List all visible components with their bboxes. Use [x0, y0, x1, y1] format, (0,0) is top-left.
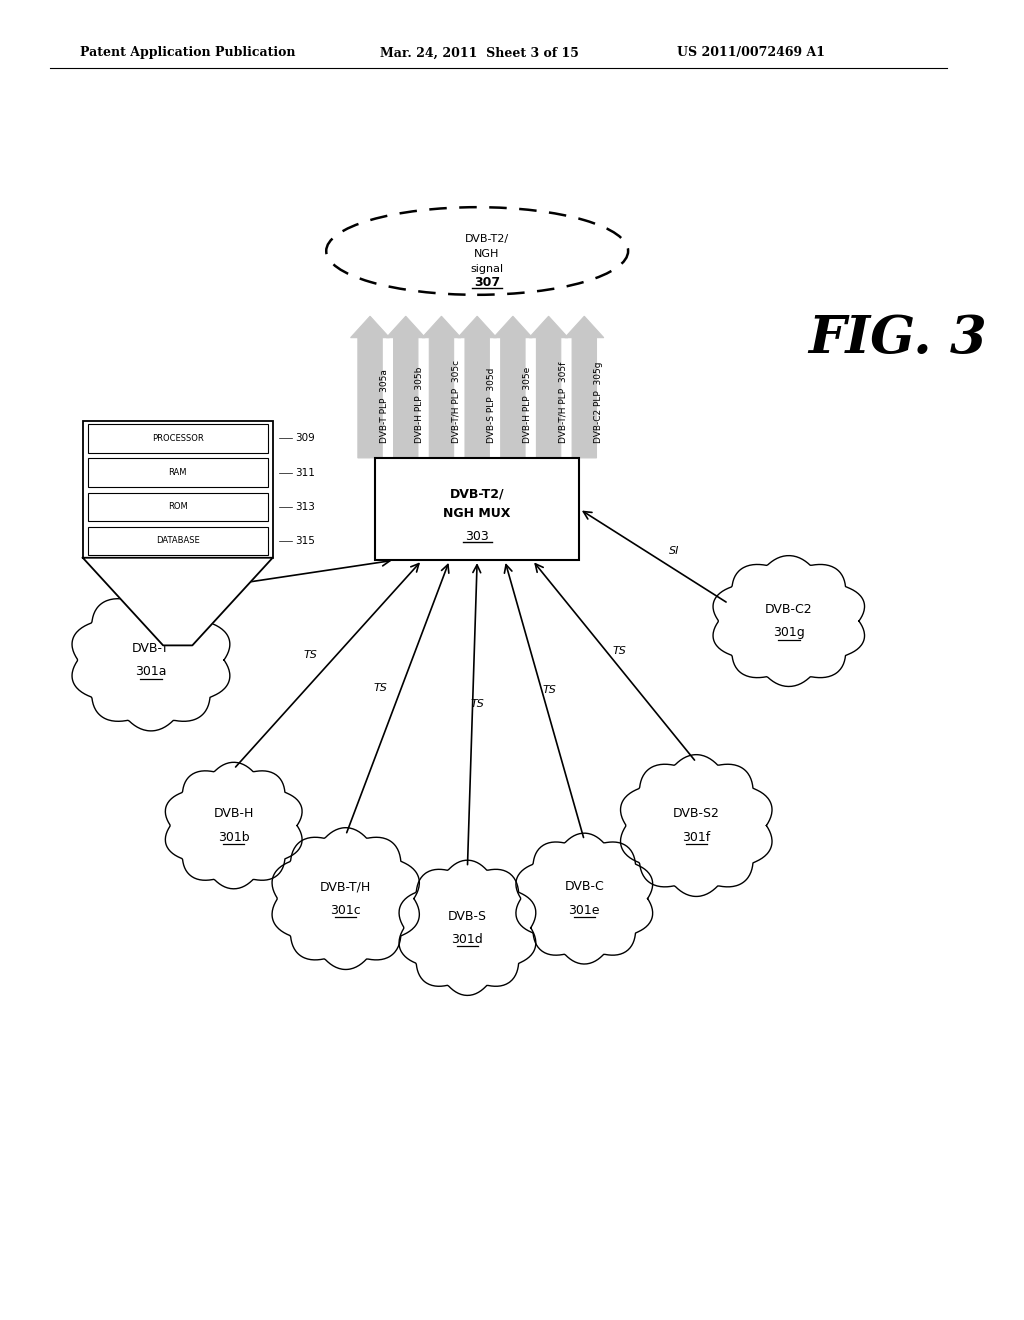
Polygon shape [72, 589, 229, 731]
Text: DVB-T/H: DVB-T/H [321, 880, 372, 894]
FancyArrow shape [529, 317, 568, 458]
Text: DVB-H: DVB-H [214, 808, 254, 820]
Text: DATABASE: DATABASE [156, 536, 200, 545]
Text: PROCESSOR: PROCESSOR [152, 434, 204, 444]
Ellipse shape [327, 207, 628, 294]
FancyBboxPatch shape [375, 458, 580, 560]
FancyArrow shape [565, 317, 604, 458]
Text: DVB-T: DVB-T [132, 642, 170, 655]
Text: 303: 303 [465, 529, 489, 543]
Text: 301d: 301d [452, 933, 483, 946]
Text: DVB-T PLP  305a: DVB-T PLP 305a [380, 370, 389, 444]
Text: 301a: 301a [135, 665, 167, 678]
Text: 313: 313 [295, 502, 315, 512]
Text: ROM: ROM [168, 502, 187, 511]
Text: TS: TS [303, 649, 317, 660]
Text: TS: TS [470, 700, 484, 709]
Text: DVB-H PLP  305b: DVB-H PLP 305b [416, 367, 425, 444]
Text: Mar. 24, 2011  Sheet 3 of 15: Mar. 24, 2011 Sheet 3 of 15 [380, 46, 579, 59]
FancyBboxPatch shape [88, 527, 268, 554]
Text: SI: SI [669, 546, 679, 557]
Text: DVB-T/H PLP  305f: DVB-T/H PLP 305f [558, 362, 567, 444]
Text: TS: TS [248, 564, 262, 574]
Text: 301f: 301f [682, 830, 711, 843]
FancyArrow shape [494, 317, 532, 458]
Text: DVB-C2: DVB-C2 [765, 603, 813, 616]
Text: Patent Application Publication: Patent Application Publication [80, 46, 295, 59]
Text: 311: 311 [295, 467, 315, 478]
Polygon shape [165, 762, 302, 888]
Text: DVB-C: DVB-C [564, 880, 604, 894]
Text: US 2011/0072469 A1: US 2011/0072469 A1 [677, 46, 824, 59]
FancyBboxPatch shape [88, 424, 268, 453]
FancyArrow shape [422, 317, 461, 458]
FancyBboxPatch shape [83, 421, 272, 558]
Text: DVB-T/H PLP  305c: DVB-T/H PLP 305c [452, 360, 460, 444]
Text: 315: 315 [295, 536, 315, 545]
Text: DVB-T2/: DVB-T2/ [450, 488, 505, 502]
Text: DVB-S: DVB-S [447, 909, 487, 923]
Text: 301c: 301c [331, 904, 361, 917]
Text: DVB-C2 PLP  305g: DVB-C2 PLP 305g [594, 362, 603, 444]
Text: TS: TS [612, 647, 626, 656]
Text: 307: 307 [474, 276, 500, 289]
Text: 301e: 301e [568, 904, 600, 917]
Text: 301b: 301b [218, 830, 250, 843]
Polygon shape [399, 861, 536, 995]
Text: 309: 309 [295, 433, 314, 444]
Text: NGH MUX: NGH MUX [443, 507, 511, 520]
Text: DVB-S2: DVB-S2 [673, 808, 720, 820]
Polygon shape [83, 558, 272, 645]
Text: TS: TS [373, 682, 387, 693]
Polygon shape [713, 556, 864, 686]
FancyArrow shape [458, 317, 497, 458]
Text: FIG. 3: FIG. 3 [808, 313, 987, 364]
Text: signal: signal [470, 264, 504, 273]
FancyArrow shape [386, 317, 425, 458]
FancyArrow shape [350, 317, 389, 458]
Polygon shape [621, 755, 772, 896]
Text: DVB-S PLP  305d: DVB-S PLP 305d [486, 368, 496, 444]
Text: 301g: 301g [773, 626, 805, 639]
FancyBboxPatch shape [88, 492, 268, 521]
Text: DVB-H PLP  305e: DVB-H PLP 305e [522, 367, 531, 444]
Text: TS: TS [543, 685, 556, 696]
FancyBboxPatch shape [88, 458, 268, 487]
Text: DVB-T2/: DVB-T2/ [465, 235, 509, 244]
Polygon shape [516, 833, 652, 964]
Polygon shape [272, 828, 420, 969]
Text: RAM: RAM [169, 469, 187, 477]
Text: NGH: NGH [474, 249, 500, 259]
